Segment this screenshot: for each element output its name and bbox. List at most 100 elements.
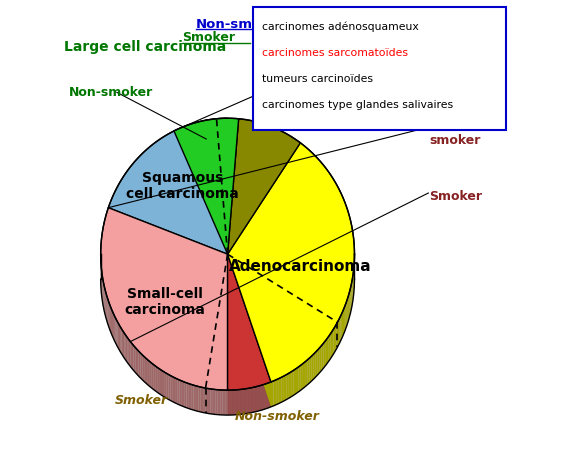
Text: Small-cell
carcinoma: Small-cell carcinoma <box>125 286 206 316</box>
Text: carcinomes adénosquameux: carcinomes adénosquameux <box>261 22 418 32</box>
Polygon shape <box>307 358 309 385</box>
Polygon shape <box>117 323 119 349</box>
Polygon shape <box>227 255 271 407</box>
Polygon shape <box>108 301 109 329</box>
Polygon shape <box>203 388 206 413</box>
Polygon shape <box>126 336 127 363</box>
Polygon shape <box>129 340 131 367</box>
Polygon shape <box>182 381 184 407</box>
Polygon shape <box>112 311 113 338</box>
Polygon shape <box>279 378 281 404</box>
Polygon shape <box>162 371 164 397</box>
Polygon shape <box>189 384 191 410</box>
Polygon shape <box>177 379 179 405</box>
Text: Non-smoker: Non-smoker <box>196 17 286 30</box>
Text: Non-
smoker: Non- smoker <box>429 119 481 147</box>
Polygon shape <box>201 387 203 413</box>
Polygon shape <box>121 329 123 356</box>
Polygon shape <box>213 389 215 415</box>
Polygon shape <box>137 349 139 376</box>
Polygon shape <box>186 383 189 409</box>
Polygon shape <box>175 378 177 404</box>
Polygon shape <box>271 381 273 407</box>
Polygon shape <box>227 143 355 382</box>
Polygon shape <box>210 389 213 414</box>
Text: Adenocarcinoma: Adenocarcinoma <box>229 258 372 273</box>
Polygon shape <box>350 288 351 316</box>
Polygon shape <box>168 374 171 401</box>
Polygon shape <box>106 293 107 321</box>
Polygon shape <box>174 119 238 255</box>
Polygon shape <box>340 313 342 341</box>
Polygon shape <box>281 376 284 402</box>
Polygon shape <box>343 308 344 336</box>
Polygon shape <box>179 380 182 406</box>
Polygon shape <box>166 374 168 399</box>
Polygon shape <box>227 255 271 407</box>
Polygon shape <box>215 389 218 415</box>
Polygon shape <box>196 386 198 411</box>
Polygon shape <box>333 327 335 354</box>
Polygon shape <box>148 360 150 387</box>
Text: Smoker: Smoker <box>429 189 482 202</box>
Text: Smoker: Smoker <box>115 393 168 406</box>
Polygon shape <box>321 344 323 371</box>
Polygon shape <box>351 283 352 310</box>
Polygon shape <box>289 372 291 398</box>
Polygon shape <box>134 346 135 373</box>
Polygon shape <box>223 390 225 415</box>
Polygon shape <box>299 365 301 392</box>
Text: Non-smoker: Non-smoker <box>69 86 153 98</box>
Polygon shape <box>127 338 129 364</box>
Polygon shape <box>154 365 156 391</box>
Polygon shape <box>303 362 305 389</box>
Text: carcinomes type glandes salivaires: carcinomes type glandes salivaires <box>261 100 453 110</box>
Polygon shape <box>108 119 227 255</box>
Polygon shape <box>123 331 124 359</box>
Polygon shape <box>208 389 210 414</box>
Polygon shape <box>227 120 300 255</box>
Polygon shape <box>331 332 332 359</box>
Polygon shape <box>152 364 154 390</box>
Polygon shape <box>335 324 336 352</box>
Polygon shape <box>344 305 345 333</box>
Polygon shape <box>227 255 271 390</box>
Polygon shape <box>191 384 194 410</box>
Polygon shape <box>313 352 316 379</box>
Polygon shape <box>160 369 162 396</box>
Polygon shape <box>296 367 299 394</box>
Polygon shape <box>120 327 121 354</box>
Polygon shape <box>220 390 223 415</box>
Polygon shape <box>150 362 152 388</box>
Polygon shape <box>110 306 111 333</box>
Text: Squamous
cell carcinoma: Squamous cell carcinoma <box>126 171 239 201</box>
Polygon shape <box>317 348 320 375</box>
Polygon shape <box>346 300 347 328</box>
Polygon shape <box>218 390 220 415</box>
Polygon shape <box>312 354 313 381</box>
Polygon shape <box>194 385 196 411</box>
Polygon shape <box>105 291 106 318</box>
Polygon shape <box>164 372 166 398</box>
Polygon shape <box>342 311 343 339</box>
Polygon shape <box>158 368 160 394</box>
Polygon shape <box>131 342 132 369</box>
Polygon shape <box>225 390 227 415</box>
Polygon shape <box>284 375 286 401</box>
Polygon shape <box>119 325 120 352</box>
FancyBboxPatch shape <box>253 8 507 130</box>
Polygon shape <box>198 387 201 412</box>
Text: tumeurs carcinoïdes: tumeurs carcinoïdes <box>261 74 372 84</box>
Polygon shape <box>348 294 349 322</box>
Polygon shape <box>305 360 307 387</box>
Polygon shape <box>286 374 289 400</box>
Polygon shape <box>124 334 126 360</box>
Polygon shape <box>291 370 293 397</box>
Polygon shape <box>327 337 329 364</box>
Text: carcinomes sarcomatoïdes: carcinomes sarcomatoïdes <box>261 48 407 58</box>
Polygon shape <box>139 352 140 378</box>
Polygon shape <box>301 364 303 390</box>
Polygon shape <box>325 339 327 366</box>
Polygon shape <box>132 344 134 371</box>
Polygon shape <box>111 308 112 336</box>
